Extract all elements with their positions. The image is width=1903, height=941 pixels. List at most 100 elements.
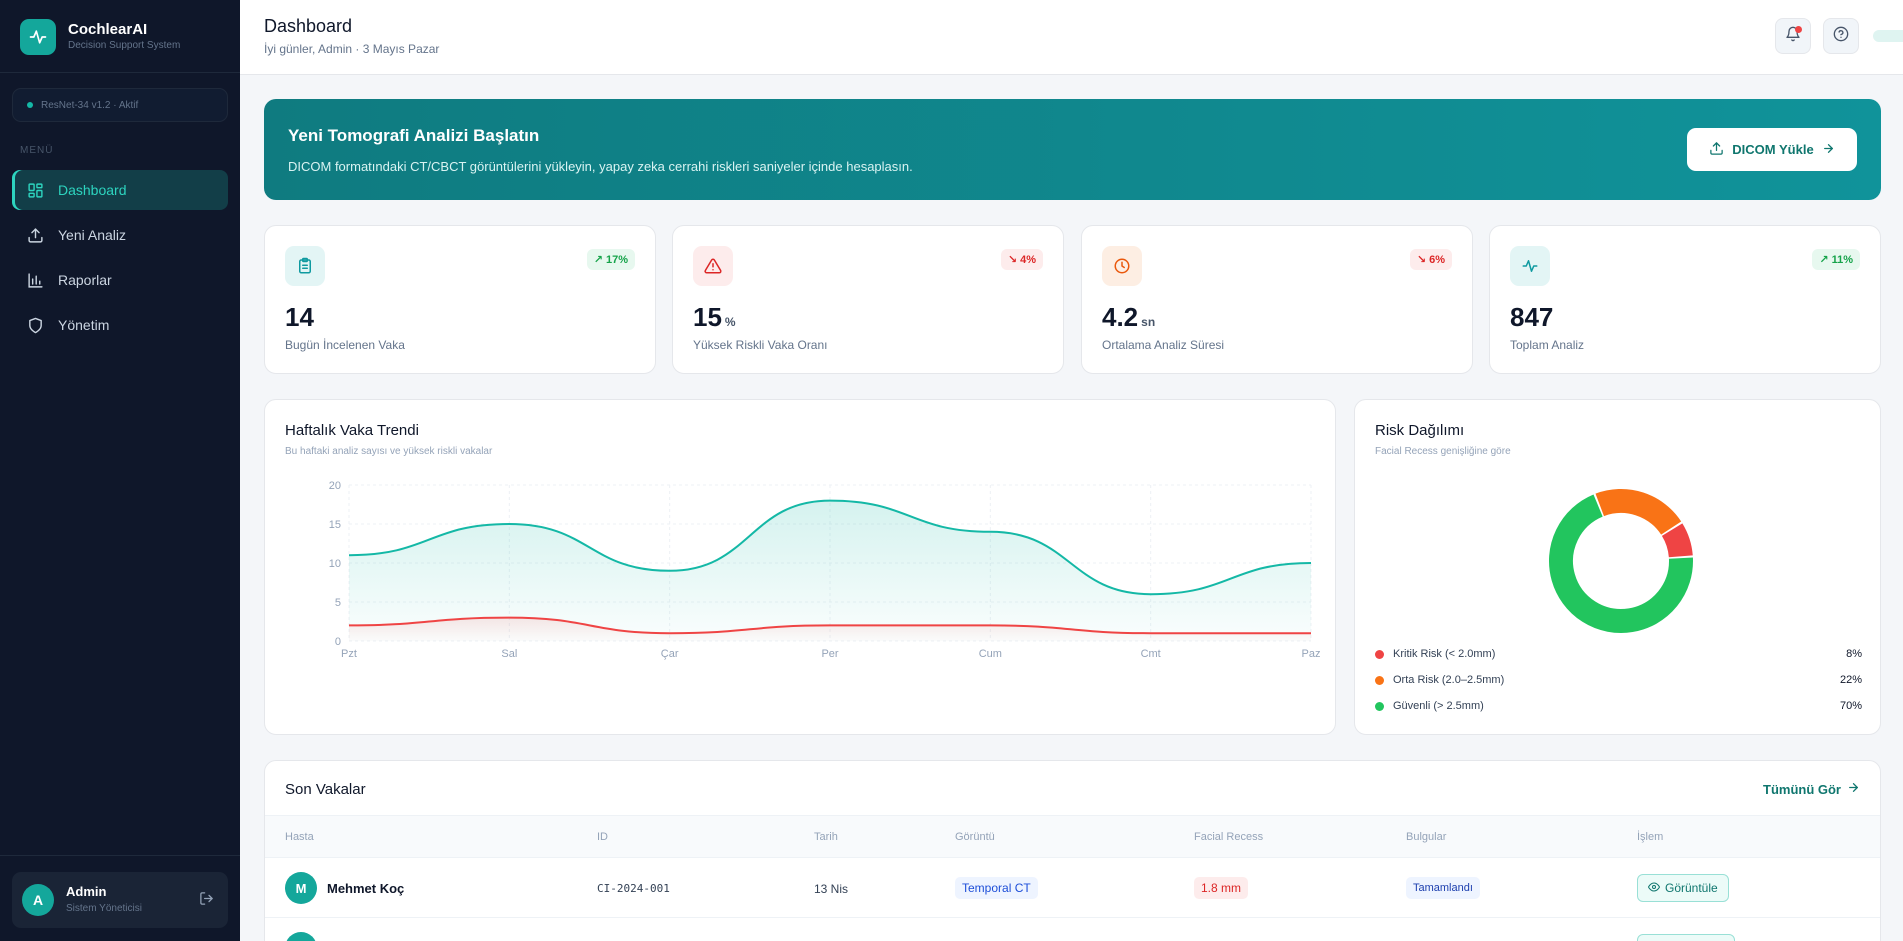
- trend-up-icon: ↗: [1819, 254, 1829, 266]
- series-line: [348, 616, 1311, 635]
- y-tick-label: 15: [329, 519, 341, 531]
- x-tick-label: Per: [821, 648, 838, 660]
- dicom-upload-label: DICOM Yükle: [1732, 142, 1814, 157]
- stat-card-avg-analysis-time: ↘ 6% 4.2 sn Ortalama Analiz Süresi: [1081, 225, 1473, 374]
- trend-value: 17%: [605, 253, 628, 266]
- upload-icon: [26, 226, 44, 244]
- stat-value: 4.2 sn: [1102, 302, 1155, 333]
- table-title: Son Vakalar: [285, 781, 366, 798]
- y-tick-label: 10: [329, 558, 341, 570]
- column-header[interactable]: Facial Recess: [1194, 831, 1264, 843]
- case-date: 13 Nis: [814, 882, 849, 896]
- legend-item-medium: Orta Risk (2.0–2.5mm) 22%: [1375, 672, 1862, 688]
- column-header[interactable]: Tarih: [814, 831, 838, 843]
- x-tick-label: Pzt: [341, 648, 357, 660]
- case-id: CI-2024-001: [597, 882, 670, 895]
- view-button[interactable]: Görüntüle: [1637, 874, 1729, 902]
- view-label: Görüntüle: [1665, 881, 1718, 895]
- clipboard-icon: [285, 246, 325, 286]
- stat-label: Bugün İncelenen Vaka: [285, 338, 405, 352]
- trend-value: 11%: [1831, 253, 1853, 266]
- see-all-label: Tümünü Gör: [1763, 781, 1841, 797]
- dicom-upload-button[interactable]: DICOM Yükle: [1687, 128, 1857, 171]
- app-name: CochlearAI: [68, 21, 148, 38]
- sidebar-item-management[interactable]: Yönetim: [12, 305, 228, 345]
- brand[interactable]: CochlearAI Decision Support System: [20, 19, 180, 55]
- menu-label: MENÜ: [20, 145, 54, 156]
- trend-value: 4%: [1020, 253, 1036, 266]
- status-dot-icon: [27, 102, 33, 108]
- notifications-button[interactable]: [1775, 18, 1811, 54]
- column-header[interactable]: İşlem: [1637, 831, 1664, 843]
- see-all-link[interactable]: Tümünü Gör: [1763, 781, 1860, 797]
- view-button[interactable]: [1637, 934, 1735, 941]
- sidebar-item-dashboard[interactable]: Dashboard: [12, 170, 228, 210]
- recent-cases-card: Son Vakalar Tümünü Gör Hasta ID Tarih Gö…: [264, 760, 1881, 941]
- bell-icon: [1785, 26, 1801, 47]
- legend-dot: [1375, 649, 1384, 659]
- stat-label: Toplam Analiz: [1510, 338, 1585, 352]
- user-name: Admin: [66, 884, 107, 899]
- sidebar-item-reports[interactable]: Raporlar: [12, 260, 228, 300]
- x-tick-label: Cum: [979, 648, 1002, 660]
- column-header[interactable]: Görüntü: [955, 831, 995, 843]
- series-area: [349, 500, 1311, 641]
- help-button[interactable]: [1823, 18, 1859, 54]
- column-header[interactable]: Hasta: [285, 831, 314, 843]
- chart-title: Risk Dağılımı: [1375, 422, 1465, 439]
- header-pill[interactable]: [1873, 30, 1903, 42]
- stat-unit: %: [724, 315, 736, 329]
- image-type-chip: Temporal CT: [955, 877, 1038, 899]
- user-role: Sistem Yöneticisi: [66, 903, 142, 914]
- stat-number: 15: [693, 302, 722, 332]
- legend-percent: 22%: [1839, 674, 1862, 686]
- sidebar-item-label: Yeni Analiz: [58, 227, 126, 243]
- pie-slice: [1595, 489, 1682, 536]
- logout-icon[interactable]: [199, 891, 214, 911]
- stat-card-total-analyses: ↗ 11% 847 Toplam Analiz: [1489, 225, 1881, 374]
- legend-item-critical: Kritik Risk (< 2.0mm) 8%: [1375, 646, 1862, 662]
- table-header: Hasta ID Tarih Görüntü Facial Recess Bul…: [265, 815, 1880, 858]
- pie-slice: [1549, 494, 1693, 633]
- stat-value: 14: [285, 302, 317, 333]
- activity-icon: [1510, 246, 1550, 286]
- column-header[interactable]: ID: [597, 831, 608, 843]
- y-tick-label: 0: [335, 636, 341, 648]
- patient-avatar: M: [285, 872, 317, 904]
- app-subtitle: Decision Support System: [68, 40, 181, 51]
- sidebar-item-label: Dashboard: [58, 182, 127, 198]
- status-badge: Tamamlandı: [1406, 877, 1480, 899]
- help-icon: [1833, 26, 1849, 47]
- stat-card-today-cases: ↗ 17% 14 Bugün İncelenen Vaka: [264, 225, 656, 374]
- x-tick-label: Paz: [1302, 648, 1321, 660]
- shield-icon: [26, 316, 44, 334]
- chart-subtitle: Facial Recess genişliğine göre: [1375, 446, 1511, 457]
- page-title: Dashboard: [264, 16, 353, 36]
- legend-percent: 8%: [1846, 648, 1862, 660]
- arrow-right-icon: [1814, 142, 1843, 158]
- stat-value: 847: [1510, 302, 1556, 333]
- x-tick-label: Sal: [501, 648, 517, 660]
- new-analysis-banner: Yeni Tomografi Analizi Başlatın DICOM fo…: [264, 99, 1881, 200]
- legend-label: Kritik Risk (< 2.0mm): [1393, 648, 1496, 660]
- table-row[interactable]: [265, 918, 1880, 941]
- table-row[interactable]: M Mehmet Koç CI-2024-001 13 Nis Temporal…: [265, 858, 1880, 918]
- legend-percent: 70%: [1839, 700, 1862, 712]
- facial-recess-chip: 1.8 mm: [1194, 877, 1249, 899]
- sidebar-item-new-analysis[interactable]: Yeni Analiz: [12, 215, 228, 255]
- stat-number: 847: [1510, 302, 1554, 332]
- trend-badge: ↘ 4%: [1000, 249, 1043, 270]
- clock-icon: [1102, 246, 1142, 286]
- user-card[interactable]: A Admin Sistem Yöneticisi: [12, 872, 228, 928]
- warning-icon: [693, 246, 733, 286]
- greeting-text: İyi günler, Admin · 3 Mayıs Pazar: [264, 42, 440, 56]
- column-header[interactable]: Bulgular: [1406, 831, 1447, 843]
- legend-item-safe: Güvenli (> 2.5mm) 70%: [1375, 698, 1862, 714]
- trend-down-icon: ↘: [1007, 254, 1018, 266]
- activity-icon: [20, 19, 56, 55]
- legend-dot: [1375, 675, 1384, 685]
- patient-name: Mehmet Koç: [327, 881, 405, 896]
- eye-icon: [1647, 881, 1665, 896]
- chart-title: Haftalık Vaka Trendi: [285, 422, 419, 439]
- risk-donut-chart: [1549, 489, 1693, 633]
